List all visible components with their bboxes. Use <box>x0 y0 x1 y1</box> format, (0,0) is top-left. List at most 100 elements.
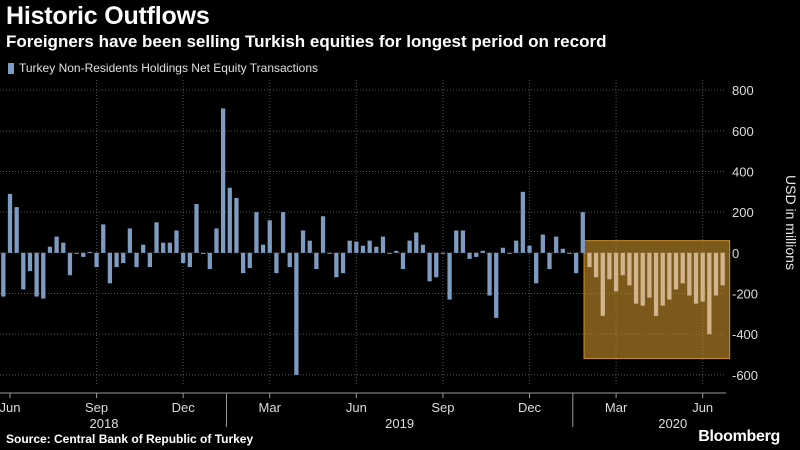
bar <box>154 222 159 253</box>
bar <box>660 252 665 306</box>
bar <box>607 252 612 280</box>
bar <box>340 252 346 274</box>
bar <box>347 240 352 253</box>
bar <box>587 252 592 268</box>
bar <box>174 230 179 253</box>
bar <box>400 252 406 270</box>
bars <box>1 108 725 375</box>
bar <box>14 207 19 253</box>
x-tick-label: Jun <box>0 400 20 415</box>
bar <box>647 252 652 298</box>
x-tick-label: Jun <box>692 400 713 415</box>
bar <box>61 242 66 253</box>
bar <box>247 252 252 269</box>
bar <box>693 252 699 304</box>
bar <box>507 252 512 254</box>
x-year-label: 2019 <box>385 416 414 431</box>
bar <box>367 240 372 253</box>
bar <box>181 252 186 263</box>
bar <box>67 252 73 276</box>
bar <box>600 252 605 316</box>
bar <box>360 245 366 253</box>
y-tick-label: 600 <box>732 124 754 139</box>
bar <box>687 252 692 296</box>
bar <box>427 252 432 282</box>
x-tick-label: Mar <box>605 400 628 415</box>
bar <box>201 252 206 254</box>
bar <box>554 236 559 253</box>
bar <box>134 252 139 268</box>
bar <box>720 252 725 286</box>
bar <box>7 193 13 253</box>
bar <box>141 244 146 253</box>
bar <box>280 212 286 253</box>
chart-title: Historic Outflows <box>6 2 210 30</box>
bar <box>540 234 545 253</box>
y-tick-label: 0 <box>732 246 739 261</box>
bar <box>547 252 552 270</box>
bar <box>487 252 492 296</box>
bar <box>27 252 33 272</box>
y-tick-label: 400 <box>732 165 754 180</box>
bar <box>107 252 113 284</box>
x-tick-label: Dec <box>172 400 196 415</box>
bar <box>680 252 685 284</box>
bar <box>467 252 472 259</box>
bar <box>127 228 133 253</box>
x-tick-label: Mar <box>259 400 282 415</box>
bar <box>87 251 93 253</box>
bar <box>354 241 359 253</box>
bar <box>274 252 279 274</box>
bar <box>474 252 479 257</box>
x-tick-label: Sep <box>431 400 454 415</box>
bar <box>240 252 246 274</box>
bar <box>287 252 292 268</box>
bar <box>434 252 439 278</box>
bar <box>214 228 219 253</box>
bar <box>307 240 312 253</box>
bar <box>94 252 99 268</box>
y-axis-title: USD in millions <box>783 175 799 270</box>
x-tick-label: Sep <box>85 400 108 415</box>
bar <box>41 252 46 299</box>
bar <box>187 252 192 268</box>
bar <box>667 252 672 300</box>
chart-subtitle: Foreigners have been selling Turkish equ… <box>6 32 607 51</box>
source-note: Source: Central Bank of Republic of Turk… <box>6 432 254 446</box>
bar <box>34 252 39 297</box>
y-tick-label: 200 <box>732 205 754 220</box>
bar <box>447 252 452 300</box>
y-tick-label: -200 <box>732 287 758 302</box>
bar <box>567 252 572 254</box>
bar <box>514 240 519 253</box>
legend-swatch <box>8 62 14 74</box>
bar <box>627 252 632 286</box>
bar <box>220 108 226 253</box>
bar <box>494 252 499 318</box>
bar <box>374 246 379 253</box>
x-year-label: 2020 <box>658 416 687 431</box>
bar <box>574 252 579 274</box>
bar <box>254 212 259 253</box>
bar <box>207 252 212 270</box>
bar <box>234 197 239 253</box>
bar <box>633 252 639 304</box>
bar <box>294 252 299 375</box>
bar <box>121 252 126 263</box>
y-tick-label: 800 <box>732 83 754 98</box>
bar <box>414 232 419 253</box>
bar <box>54 236 59 253</box>
bar <box>74 252 79 254</box>
bar <box>420 244 426 253</box>
bar <box>480 250 486 253</box>
bar <box>560 248 565 253</box>
bar <box>1 252 6 297</box>
legend-label: Turkey Non-Residents Holdings Net Equity… <box>19 61 319 75</box>
x-year-label: 2018 <box>90 416 119 431</box>
bar <box>440 252 446 254</box>
bar <box>593 252 599 278</box>
bar <box>314 252 319 270</box>
bloomberg-logo: Bloomberg <box>698 428 780 445</box>
bar <box>327 252 332 254</box>
